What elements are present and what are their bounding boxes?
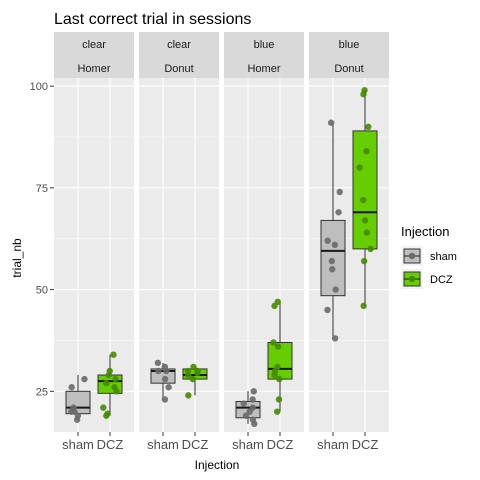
data-point-DCZ [363,229,371,236]
data-point-DCZ [356,164,363,171]
data-point-sham [324,237,331,244]
data-point-sham [161,396,169,403]
facet-panel: blue Donut sham DCZ [309,32,389,452]
data-point-sham [161,363,169,371]
data-point-DCZ [276,375,283,383]
y-tick-label: 50 [36,285,48,297]
data-point-sham [331,241,339,249]
data-point-DCZ [111,384,118,391]
data-point-sham [250,388,257,395]
data-point-sham [155,367,162,375]
data-point-sham [81,375,88,383]
data-point-DCZ [273,408,281,415]
data-point-sham [327,119,335,126]
data-point-sham [249,404,257,411]
facet-panel: clear Homer sham DCZ [54,32,134,452]
facet-strip [309,32,389,78]
x-axis-title: Injection [195,458,240,472]
x-tick-label: sham [232,437,264,452]
facet-strip-label: Donut [164,63,193,75]
data-point-sham [249,416,257,423]
data-point-DCZ [189,375,197,383]
legend-key-point [408,275,416,283]
legend: Injection sham DCZ [401,224,457,289]
data-point-sham [249,396,256,403]
data-point-DCZ [365,123,372,131]
data-point-DCZ [360,196,367,204]
data-point-DCZ [274,363,281,371]
x-tick-label: DCZ [352,437,379,452]
data-point-sham [240,400,247,407]
facet-strip-label: Donut [334,63,363,75]
data-point-sham [70,404,77,411]
x-tick-label: sham [317,437,349,452]
facet-strip-label: blue [339,39,360,51]
data-point-DCZ [190,363,197,371]
y-tick-label: 25 [36,386,48,398]
facet-strip [139,32,219,78]
data-point-DCZ [185,392,192,399]
data-point-sham [165,384,172,391]
data-point-DCZ [275,396,283,403]
data-point-sham [68,384,75,391]
data-point-sham [332,286,339,293]
data-point-DCZ [112,375,119,383]
data-point-DCZ [274,343,282,350]
facet-strip [54,32,134,78]
data-point-DCZ [274,298,281,305]
facet-strip-label: Homer [77,63,110,75]
facet-strip-label: clear [82,39,106,51]
data-point-DCZ [367,245,374,253]
facet-strip-label: Homer [247,63,280,75]
data-point-sham [335,209,342,216]
facet-strip [224,32,304,78]
data-point-sham [154,359,162,367]
data-point-DCZ [270,339,277,346]
facet-panel: blue Homer sham DCZ [224,32,304,452]
data-point-DCZ [106,367,113,375]
chart-title: Last correct trial in sessions [54,11,251,28]
x-tick-label: DCZ [182,437,209,452]
data-point-sham [161,375,169,383]
data-point-DCZ [361,217,369,224]
y-axis: 25 50 75 100 [30,81,54,398]
legend-title: Injection [401,224,449,239]
data-point-DCZ [104,410,111,417]
data-point-sham [324,306,331,314]
y-tick-label: 100 [30,81,48,93]
data-point-DCZ [360,302,367,310]
data-point-DCZ [184,367,192,375]
facet-strip-label: blue [254,39,275,51]
data-point-DCZ [100,404,107,411]
x-tick-label: sham [147,437,179,452]
x-tick-label: sham [62,437,94,452]
data-point-sham [331,335,339,342]
data-point-DCZ [361,87,368,94]
data-point-sham [242,412,250,419]
legend-key-point [408,252,416,260]
facet-strip-label: clear [167,39,191,51]
legend-label-DCZ: DCZ [430,274,453,286]
data-point-DCZ [103,379,110,387]
y-tick-label: 75 [36,183,48,195]
legend-label-sham: sham [430,251,457,263]
data-point-DCZ [360,257,368,265]
y-axis-title: trial_nb [10,238,24,278]
data-point-DCZ [363,148,370,155]
data-point-sham [329,266,336,273]
data-point-DCZ [110,351,117,358]
box-sham [320,219,346,297]
data-point-DCZ [194,367,201,375]
x-tick-label: DCZ [267,437,294,452]
data-point-sham [328,257,336,265]
data-point-sham [336,188,343,196]
facet-panel: clear Donut sham DCZ [139,32,219,452]
x-tick-label: DCZ [97,437,124,452]
